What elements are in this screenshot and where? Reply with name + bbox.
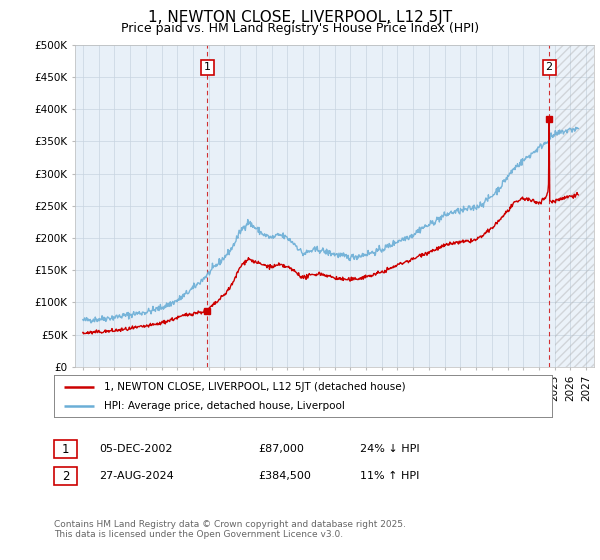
- Text: 1, NEWTON CLOSE, LIVERPOOL, L12 5JT: 1, NEWTON CLOSE, LIVERPOOL, L12 5JT: [148, 10, 452, 25]
- Text: 27-AUG-2024: 27-AUG-2024: [99, 471, 174, 481]
- Bar: [554, 45, 594, 367]
- Text: 2: 2: [545, 62, 553, 72]
- Text: Contains HM Land Registry data © Crown copyright and database right 2025.
This d: Contains HM Land Registry data © Crown c…: [54, 520, 406, 539]
- Text: HPI: Average price, detached house, Liverpool: HPI: Average price, detached house, Live…: [104, 401, 344, 411]
- Text: £87,000: £87,000: [258, 444, 304, 454]
- Text: 1: 1: [62, 442, 69, 456]
- Bar: [554, 45, 594, 367]
- Text: 1, NEWTON CLOSE, LIVERPOOL, L12 5JT (detached house): 1, NEWTON CLOSE, LIVERPOOL, L12 5JT (det…: [104, 381, 406, 391]
- Text: £384,500: £384,500: [258, 471, 311, 481]
- Text: 2: 2: [62, 469, 69, 483]
- Text: 1: 1: [204, 62, 211, 72]
- Text: 24% ↓ HPI: 24% ↓ HPI: [360, 444, 419, 454]
- Text: 11% ↑ HPI: 11% ↑ HPI: [360, 471, 419, 481]
- Text: Price paid vs. HM Land Registry's House Price Index (HPI): Price paid vs. HM Land Registry's House …: [121, 22, 479, 35]
- Text: 05-DEC-2002: 05-DEC-2002: [99, 444, 173, 454]
